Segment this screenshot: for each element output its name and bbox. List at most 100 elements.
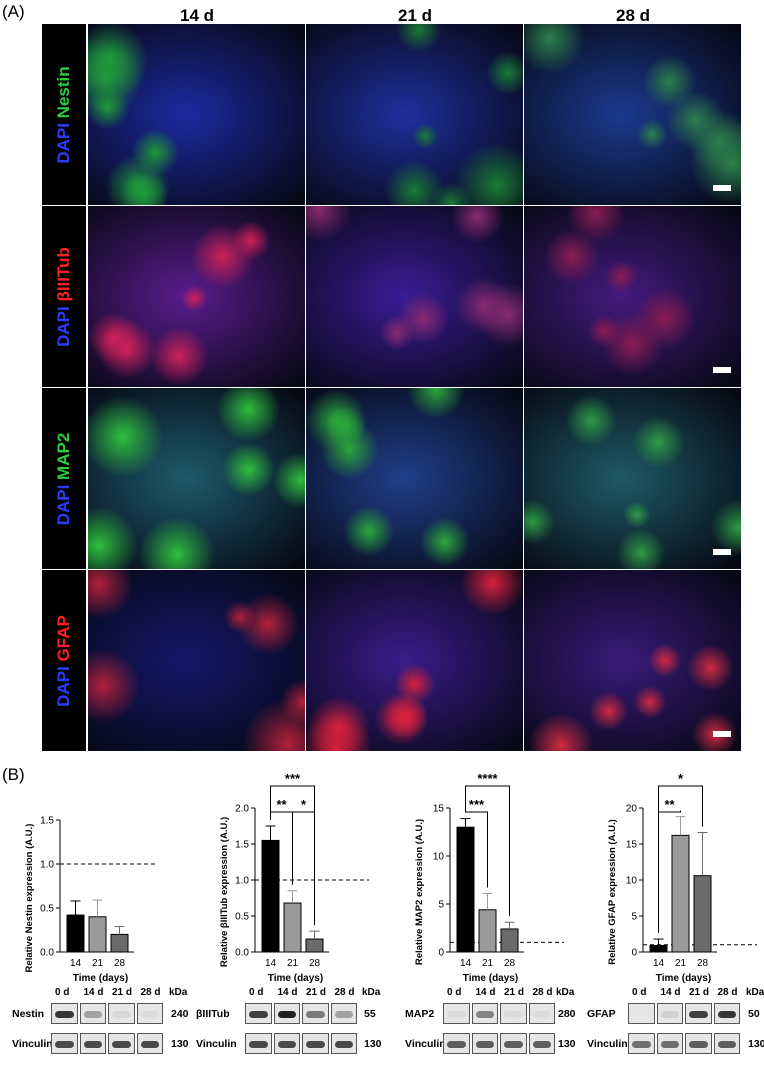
y-tick-label: 0 — [631, 948, 637, 959]
blot-lane — [685, 1003, 712, 1024]
blot-lane — [628, 1033, 655, 1054]
scale-bar — [713, 549, 731, 555]
blot-band — [447, 1041, 466, 1048]
x-tick-label: 21 — [287, 958, 299, 969]
blot-lane — [245, 1033, 272, 1054]
x-tick-label: 21 — [92, 958, 104, 969]
blot-band — [689, 1011, 708, 1018]
y-tick-label: 10 — [433, 852, 445, 863]
blot-band — [249, 1011, 268, 1018]
x-tick-label: 28 — [504, 958, 516, 969]
loading-control-label: Vinculin — [196, 1038, 237, 1050]
significance-bracket — [658, 785, 703, 934]
x-axis-label: Time (days) — [656, 973, 711, 984]
blot-lane — [528, 1033, 555, 1054]
lane-label: 28 d — [334, 987, 355, 998]
blot-band — [689, 1041, 708, 1048]
micrograph-gfap-28d — [524, 570, 741, 751]
panel-a-label: (A) — [2, 2, 25, 21]
bar — [283, 902, 302, 953]
blot-band — [112, 1041, 131, 1048]
blot-lane — [108, 1003, 135, 1024]
lane-label: 0 d — [632, 987, 647, 998]
micrograph-map2-14d — [88, 388, 305, 569]
significance-bracket — [270, 785, 315, 926]
marker-label: βIIITub — [54, 246, 73, 302]
blot-lane — [302, 1033, 329, 1054]
scale-bar — [713, 367, 731, 373]
y-tick-label: 0.5 — [235, 912, 249, 923]
x-tick-label: 14 — [653, 958, 665, 969]
y-tick-label: 10 — [626, 876, 638, 887]
x-axis-label: Time (days) — [73, 973, 128, 984]
blot-band — [504, 1011, 523, 1018]
bar — [500, 928, 519, 953]
row-label-iiitub: DAPI βIIITub — [42, 206, 86, 387]
blot-band — [306, 1041, 325, 1048]
dapi-label: DAPI — [54, 301, 73, 347]
blot-lane — [685, 1033, 712, 1054]
lane-label: 0 d — [55, 987, 70, 998]
blot-lane — [471, 1033, 498, 1054]
blot-band — [475, 1041, 494, 1048]
x-tick-label: 21 — [482, 958, 494, 969]
bar — [66, 914, 85, 953]
loading-control-label: Vinculin — [12, 1038, 53, 1050]
blot-band — [334, 1011, 353, 1018]
lane-label: 14 d — [475, 987, 496, 998]
y-axis-label: Relative βIIITub expression (A.U.) — [219, 817, 230, 967]
bar — [478, 909, 497, 953]
blot-protein-label: βIIITub — [196, 1008, 230, 1020]
blot-lane — [500, 1003, 527, 1024]
y-tick-label: 1.0 — [235, 876, 249, 887]
bar — [693, 875, 712, 953]
y-tick-label: 15 — [433, 804, 445, 815]
micrograph-nestin-14d — [88, 24, 305, 205]
blot-lane — [136, 1033, 163, 1054]
y-tick-label: 1.0 — [40, 860, 54, 871]
bar — [305, 938, 324, 953]
blot-lane — [136, 1003, 163, 1024]
x-tick-label: 21 — [675, 958, 687, 969]
lane-label: 28 d — [532, 987, 553, 998]
y-tick-label: 2.0 — [235, 804, 249, 815]
bar — [649, 945, 668, 953]
x-tick-label: 14 — [460, 958, 472, 969]
blot-lane — [79, 1033, 106, 1054]
blot-lane — [330, 1003, 357, 1024]
y-tick-label: 0.5 — [40, 904, 54, 915]
significance-bracket — [465, 785, 510, 917]
blot-lane — [51, 1033, 78, 1054]
marker-label: GFAP — [54, 614, 73, 661]
lane-label: 21 d — [306, 987, 327, 998]
y-tick-label: 5 — [438, 900, 444, 911]
blot-protein-label: Nestin — [12, 1008, 45, 1020]
bar — [456, 826, 475, 953]
x-tick-label: 14 — [265, 958, 277, 969]
blot-lane — [443, 1003, 470, 1024]
lane-label: 14 d — [277, 987, 298, 998]
significance-label: *** — [469, 797, 485, 812]
lane-label: 21 d — [504, 987, 525, 998]
column-header-28d: 28 d — [615, 6, 651, 25]
lane-label: 0 d — [249, 987, 264, 998]
dapi-label: DAPI — [54, 117, 73, 164]
kda-header: kDa — [746, 987, 764, 998]
blot-lane — [273, 1003, 300, 1024]
row-label-gfap: DAPI GFAP — [42, 570, 86, 751]
blot-lane — [443, 1033, 470, 1054]
blot-band — [249, 1041, 268, 1048]
significance-label: * — [301, 797, 307, 812]
blot-protein-label: GFAP — [587, 1008, 616, 1020]
blot-band — [83, 1041, 102, 1048]
blot-band — [55, 1011, 74, 1018]
y-tick-label: 20 — [626, 804, 638, 815]
blot-band — [660, 1011, 679, 1018]
x-tick-label: 28 — [697, 958, 709, 969]
blot-band — [83, 1011, 102, 1018]
y-tick-label: 0.0 — [40, 948, 54, 959]
blot-band — [140, 1011, 159, 1018]
micrograph-gfap-21d — [306, 570, 523, 751]
row-label-nestin: DAPI Nestin — [42, 24, 86, 205]
y-tick-label: 1.5 — [40, 816, 54, 827]
